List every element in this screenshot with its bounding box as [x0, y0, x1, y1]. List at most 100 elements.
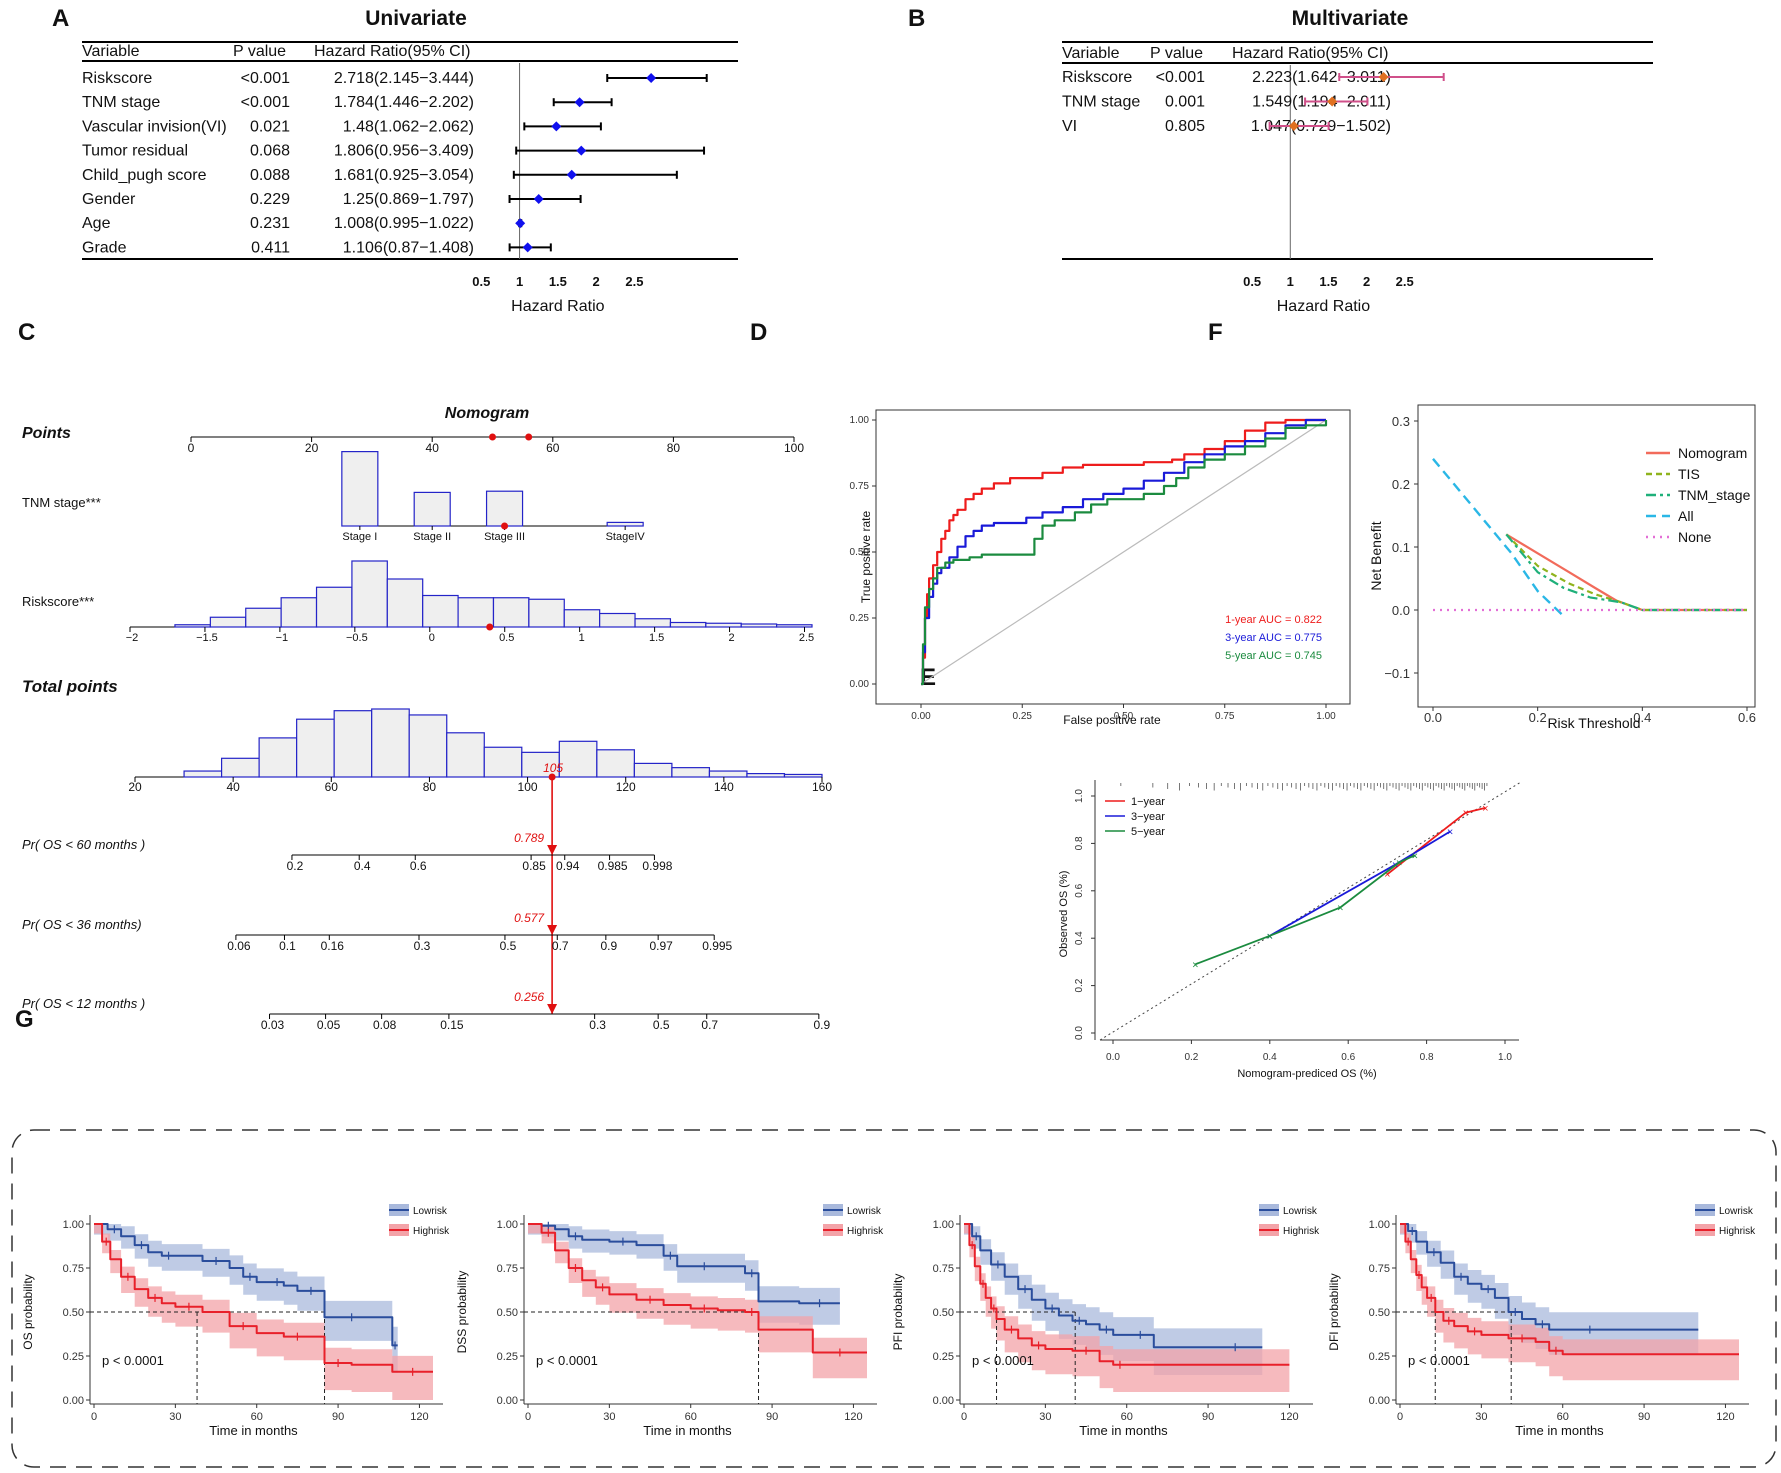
total-points-histogram-bar: [333, 710, 373, 778]
riskscore-histogram-bar: [492, 597, 530, 628]
total-points-histogram-bar: [446, 732, 485, 778]
y-tick-label: 0.75: [850, 481, 870, 492]
dca-plot-frame: [1417, 404, 1756, 708]
x-tick-label: 0.50: [1114, 711, 1134, 722]
total-points-value: 105: [543, 761, 563, 775]
x-tick-label: 120: [1716, 1411, 1734, 1423]
projection-arrowhead: [547, 925, 558, 935]
riskscore-histogram-bar: [280, 597, 318, 628]
row-hazard-ratio: 1.008(0.995−1.022): [334, 215, 474, 232]
roc-diagonal: [920, 419, 1327, 685]
tnm-stage-bar: [606, 521, 644, 527]
panel-label-D: D: [750, 319, 767, 346]
riskscore-histogram-bar: [315, 586, 353, 628]
y-axis-title: Net Benefit: [1368, 521, 1384, 590]
probability-tick-label: 0.15: [440, 1018, 464, 1032]
y-tick-label: 0.75: [933, 1263, 954, 1275]
probability-tick-label: 0.08: [373, 1018, 397, 1032]
calibration-point: ×: [1447, 827, 1453, 839]
roc-plot-frame: [875, 409, 1351, 705]
y-tick-label: 0.1: [1392, 540, 1410, 555]
y-tick-label: 1.00: [933, 1219, 954, 1231]
points-tick-label: 100: [784, 441, 804, 455]
confidence-band: [94, 1224, 433, 1400]
roc-legend-entry: 3-year AUC = 0.775: [1225, 632, 1322, 644]
y-tick-label: −0.1: [1384, 666, 1410, 681]
survival-plot: 0 30 60 90 120 0.00 0.25 0.50 0.75 1.00 Time in mo…: [1327, 1204, 1756, 1438]
survival-legend-entry: Highrisk: [847, 1226, 884, 1237]
total-points-tick-label: 60: [325, 780, 339, 794]
probability-tick-label: 0.5: [500, 939, 517, 953]
total-points-tick-label: 140: [714, 780, 734, 794]
y-tick-label: 0.25: [1369, 1351, 1390, 1363]
axis-tick-label: 1.5: [549, 274, 567, 289]
axis-tick-label: 0.5: [1243, 274, 1261, 289]
roc-legend-entry: 1-year AUC = 0.822: [1225, 614, 1322, 626]
survival-legend-entry: Lowrisk: [1719, 1206, 1754, 1217]
total-points-histogram-bar: [671, 767, 711, 778]
survival-legend-entry: Lowrisk: [847, 1206, 882, 1217]
points-tick-label: 80: [667, 441, 681, 455]
riskscore-histogram-bar: [634, 618, 672, 628]
points-tick-label: 0: [188, 441, 195, 455]
hazard-ratio-point: [515, 218, 526, 229]
total-points-tick-label: 160: [812, 780, 832, 794]
y-axis-title: DSS probability: [455, 1271, 469, 1354]
x-axis-title: Nomogram-prediced OS (%): [1237, 1068, 1376, 1080]
x-tick-label: 90: [332, 1411, 344, 1423]
y-tick-label: 0.0: [1392, 603, 1410, 618]
survival-legend-entry: Lowrisk: [1283, 1206, 1318, 1217]
y-tick-label: 1.00: [497, 1219, 518, 1231]
x-tick-label: 60: [1557, 1411, 1569, 1423]
probability-value: 0.256: [514, 990, 544, 1004]
roc-curve: [921, 418, 1326, 686]
survival-curve-lowrisk: [94, 1223, 398, 1347]
calibration-curve: [1194, 854, 1416, 966]
survival-curve-highrisk: [94, 1223, 433, 1373]
x-tick-label: 0.00: [911, 711, 931, 722]
x-tick-label: 30: [1039, 1411, 1051, 1423]
forest-title: Multivariate: [1292, 7, 1409, 30]
row-p-value: 0.805: [1165, 118, 1205, 135]
probability-tick-label: 0.3: [589, 1018, 606, 1032]
row-hazard-ratio: 2.718(2.145−3.444): [334, 70, 474, 87]
x-tick-label: 0.8: [1420, 1052, 1434, 1063]
y-tick-label: 0.50: [497, 1307, 518, 1319]
column-header: Variable: [1062, 45, 1120, 62]
total-points-histogram-bar: [783, 773, 823, 778]
y-tick-label: 0.2: [1074, 978, 1085, 992]
survival-curve-lowrisk: [528, 1223, 840, 1305]
probability-tick-label: 0.998: [642, 859, 672, 873]
decision-curve: [1505, 533, 1747, 612]
hazard-ratio-point: [574, 97, 585, 108]
x-tick-label: 30: [1475, 1411, 1487, 1423]
column-header: Hazard Ratio(95% CI): [1232, 45, 1389, 62]
riskscore-histogram-bar: [776, 624, 813, 628]
probability-tick-label: 0.03: [261, 1018, 285, 1032]
total-points-tick-label: 100: [518, 780, 538, 794]
row-hazard-ratio: 1.681(0.925−3.054): [334, 167, 474, 184]
y-tick-label: 1.0: [1074, 789, 1085, 803]
panel-label-G: G: [15, 1006, 34, 1033]
riskscore-histogram-bar: [563, 609, 601, 628]
x-tick-label: 0.4: [1263, 1052, 1277, 1063]
total-points-histogram-bar: [633, 762, 673, 778]
y-tick-label: 0.00: [1369, 1395, 1390, 1407]
panel-label-B: B: [908, 5, 925, 32]
calibration-legend-entry: 5−year: [1131, 826, 1165, 838]
x-tick-label: 0.2: [1184, 1052, 1198, 1063]
riskscore-tick-label: −0.5: [346, 632, 368, 644]
row-variable: TNM stage: [82, 94, 160, 111]
column-header: P value: [1150, 45, 1203, 62]
survival-plot: 0 30 60 90 120 0.00 0.25 0.50 0.75 1.00 Time in mo…: [891, 1204, 1320, 1438]
riskscore-histogram-bar: [174, 624, 211, 628]
riskscore-histogram-bar: [599, 612, 636, 628]
tnm-stage-name: StageIV: [606, 531, 646, 543]
total-points-histogram-bar: [220, 757, 260, 778]
y-tick-label: 0.0: [1074, 1026, 1085, 1040]
x-tick-label: 90: [1638, 1411, 1650, 1423]
row-hazard-ratio: 1.48(1.062−2.062): [343, 118, 474, 135]
probability-tick-label: 0.7: [701, 1018, 718, 1032]
x-tick-label: 0.6: [1738, 710, 1756, 725]
y-tick-label: 0.3: [1392, 414, 1410, 429]
